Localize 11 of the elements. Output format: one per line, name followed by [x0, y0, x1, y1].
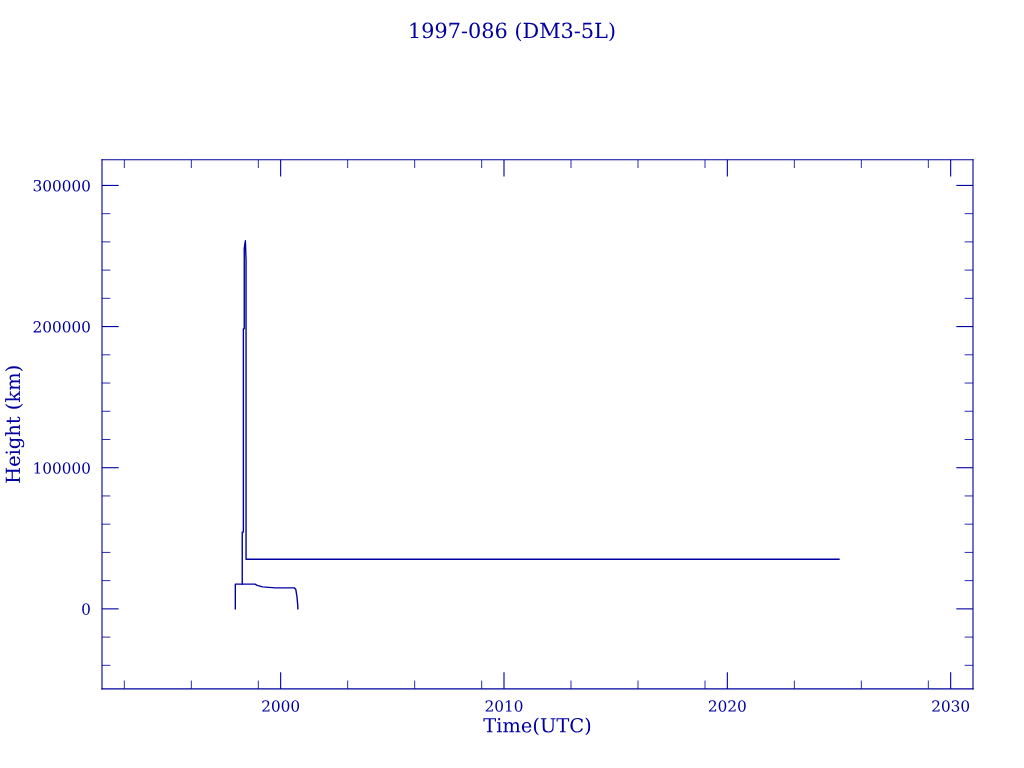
x-tick-label: 2030 [932, 700, 970, 712]
y-tick-label: 100000 [34, 462, 90, 474]
x-tick-label: 2020 [708, 700, 746, 712]
chart-title: 1997-086 (DM3-5L) [410, 22, 615, 42]
y-axis-title: Height (km) [5, 366, 25, 483]
y-tick-label: 200000 [33, 321, 90, 333]
x-axis-title: Time(UTC) [483, 717, 591, 736]
x-tick-label: 2000 [262, 700, 300, 712]
y-tick-label: 0 [82, 603, 90, 615]
x-tick-label: 2010 [485, 700, 523, 712]
y-tick-label: 300000 [33, 179, 90, 192]
